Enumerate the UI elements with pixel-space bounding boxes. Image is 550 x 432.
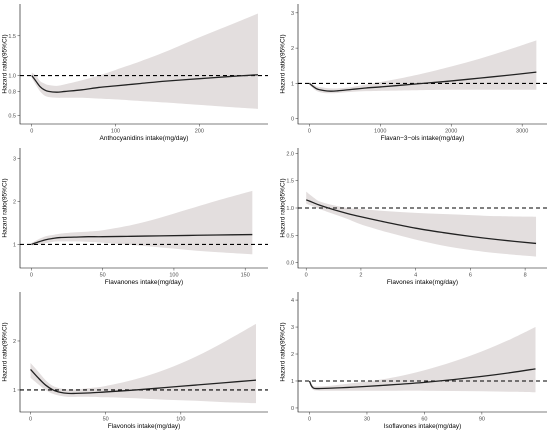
ci-band [31, 190, 253, 255]
x-tick-label: 100 [176, 417, 185, 423]
x-axis-title: Isoflavones intake(mg/day) [384, 423, 462, 430]
y-tick-label: 3 [13, 157, 16, 163]
y-tick-label: 0 [291, 406, 294, 412]
panel-5: 0 50 100 1 2 Flavonols intake(mg/day) Hazard r… [2, 292, 268, 430]
ci-band [30, 323, 256, 404]
y-tick-label: 1.0 [286, 206, 294, 212]
y-axis-title: Hazard ratio(95%CI) [2, 178, 9, 237]
x-tick-label: 1000 [374, 129, 386, 135]
y-tick-label: 1.5 [8, 34, 16, 40]
ci-band [309, 40, 537, 94]
y-tick-label: 2 [291, 352, 294, 358]
panel-2: 0 1000 2000 3000 0 1 2 3 Flavan−3−ols intake(mg/… [280, 4, 547, 142]
x-axis-title: Flavan−3−ols intake(mg/day) [381, 135, 465, 142]
y-axis-title: Hazard ratio(95%CI) [2, 34, 9, 93]
y-tick-label: 0.0 [286, 261, 294, 267]
hazard-ratio-curve [30, 368, 257, 395]
x-axis-title: Flavones intake(mg/day) [387, 279, 458, 286]
hazard-ratio-curve [31, 233, 253, 246]
x-tick-label: 100 [169, 273, 178, 279]
x-tick-label: 0 [305, 273, 308, 279]
x-axis-title: Flavanones intake(mg/day) [105, 279, 183, 286]
x-tick-label: 4 [414, 273, 417, 279]
x-tick-label: 200 [195, 129, 204, 135]
x-tick-label: 100 [111, 129, 120, 135]
y-axis-title: Hazard ratio(95%CI) [2, 322, 9, 381]
ci-band [306, 191, 537, 257]
x-tick-label: 8 [524, 273, 527, 279]
axis-lines [297, 4, 547, 125]
x-tick-label: 50 [103, 417, 109, 423]
y-tick-label: 2.0 [286, 151, 294, 157]
y-tick-label: 1 [13, 388, 16, 394]
y-tick-label: 2 [13, 339, 16, 345]
y-tick-label: 0.5 [286, 233, 294, 239]
x-axis-title: Flavonols intake(mg/day) [108, 423, 181, 430]
y-tick-label: 2 [291, 46, 294, 52]
x-tick-label: 30 [364, 417, 370, 423]
axis-lines [19, 148, 268, 269]
y-tick-label: 4 [291, 298, 294, 304]
x-tick-label: 0 [30, 273, 33, 279]
axis-lines [19, 292, 268, 413]
hazard-ratio-curve [308, 71, 537, 92]
y-tick-label: 0.8 [8, 89, 16, 95]
hazard-ratio-curve [305, 199, 537, 245]
y-tick-label: 0.5 [8, 113, 16, 119]
x-tick-label: 150 [241, 273, 250, 279]
y-tick-label: 0 [291, 117, 294, 123]
x-tick-label: 0 [308, 417, 311, 423]
x-tick-label: 50 [100, 273, 106, 279]
hazard-ratio-curve [308, 368, 536, 390]
x-tick-label: 3000 [516, 129, 528, 135]
x-tick-label: 0 [308, 129, 311, 135]
x-axis-title: Anthocyanidins intake(mg/day) [100, 135, 189, 142]
y-tick-label: 1 [291, 379, 294, 385]
panel-1: 0 100 200 0.5 0.8 1.0 1.5 Anthocyanidins intake… [2, 4, 268, 142]
x-tick-label: 0 [29, 417, 32, 423]
y-tick-label: 3 [291, 11, 294, 17]
hazard-ratio-curve [31, 74, 258, 93]
axis-lines [297, 292, 547, 413]
ci-band [31, 13, 258, 109]
panel-3: 0 50 100 150 1 2 3 Flavanones intake(mg/day) Haz… [2, 148, 268, 286]
x-tick-label: 90 [479, 417, 485, 423]
y-tick-label: 1.5 [286, 179, 294, 185]
y-axis-title: Hazard ratio(95%CI) [280, 322, 287, 381]
x-tick-label: 60 [421, 417, 427, 423]
panel-6: 0 30 60 90 0 1 2 3 4 Isoflavones intake(mg/day) Ha… [280, 292, 547, 430]
x-tick-label: 2000 [445, 129, 457, 135]
axis-lines [19, 4, 268, 125]
y-tick-label: 3 [291, 325, 294, 331]
y-tick-label: 1 [291, 81, 294, 87]
y-tick-label: 1 [13, 242, 16, 248]
y-axis-title: Hazard ratio(95%CI) [280, 34, 287, 93]
x-tick-label: 0 [30, 129, 33, 135]
y-tick-label: 1.0 [8, 74, 16, 80]
panel-4: 0 2 4 6 8 0.0 0.5 1.0 1.5 2.0 Flavones intake(mg/d… [280, 148, 547, 286]
y-tick-label: 2 [13, 200, 16, 206]
ci-band [309, 327, 536, 393]
y-axis-title: Hazard ratio(95%CI) [280, 178, 287, 237]
x-tick-label: 2 [359, 273, 362, 279]
x-tick-label: 6 [469, 273, 472, 279]
axis-lines [297, 148, 547, 269]
